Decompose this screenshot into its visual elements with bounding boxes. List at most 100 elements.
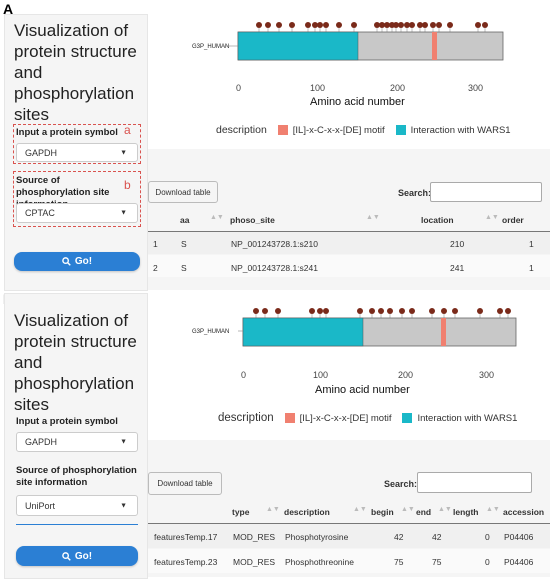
lollipop-marker [430,22,436,28]
x-tick-label: 200 [390,83,405,93]
cell-order: 1 [529,263,534,273]
legend-title-a: description [216,124,267,136]
search-icon [62,551,71,561]
source-value-a: CPTAC [25,208,55,218]
x-tick-label: 300 [468,83,483,93]
lollipops-b [253,308,511,318]
cell-type: MOD_RES [233,557,276,567]
column-header-description[interactable]: description [284,507,330,517]
lollipop-marker [256,22,262,28]
annotation-a: a [124,123,131,137]
table-header-divider-a [148,231,550,232]
lollipop-marker [369,308,375,314]
cell-accession: P04406 [504,532,534,542]
protein-name-b: G3P_HUMAN [192,329,229,335]
search-input-a[interactable] [430,182,542,202]
download-table-button-a[interactable]: Download table [148,181,218,203]
go-button-label-b: Go! [74,550,93,562]
lollipop-marker [404,22,410,28]
x-axis-title-b: Amino acid number [315,384,410,396]
panel-label-a: A [3,1,14,17]
lollipop-marker [378,308,384,314]
lollipop-marker [387,308,393,314]
sort-icon: ▲▼ [401,506,415,513]
column-header-aa[interactable]: aa [180,215,190,225]
search-input-b[interactable] [417,472,532,493]
table-row [148,549,550,573]
lollipop-marker [289,22,295,28]
protein-symbol-value-b: GAPDH [25,437,58,447]
lollipop-marker [477,308,483,314]
source-select-b[interactable]: UniPort ▼ [16,495,138,516]
divider-b [16,524,138,525]
cell-phoso-site: NP_001243728.1:s241 [231,263,318,273]
lollipop-marker [417,22,423,28]
legend-b: description [IL]-x-C-x-x-[DE] motif Inte… [218,412,517,424]
protein-symbol-label-b: Input a protein symbol [16,416,118,427]
sort-icon: ▲▼ [486,506,500,513]
source-label-b: Source of phosphorylation site informati… [16,465,137,488]
cell-location: 210 [450,239,465,249]
cell-aa: S [181,263,187,273]
protein-symbol-select-b[interactable]: GAPDH ▼ [16,432,138,452]
lollipop-marker [312,22,318,28]
legend-swatch-wars1 [402,413,413,423]
column-header-length[interactable]: length [453,507,479,517]
column-header-accession[interactable]: accession [503,507,545,517]
protein-symbol-select-a[interactable]: GAPDH ▼ [16,143,138,162]
column-header-type[interactable]: type [232,507,250,517]
x-tick-label: 300 [479,370,494,380]
lollipop-marker [305,22,311,28]
cell-begin: 75 [394,557,404,567]
lollipops-a [256,22,488,32]
chevron-down-icon: ▼ [120,438,127,446]
lollipop-marker [399,308,405,314]
lollipop-marker [429,308,435,314]
lollipop-marker [317,22,323,28]
cell-description: Phosphotyrosine [285,532,349,542]
cell-order: 1 [529,239,534,249]
cell-length: 0 [485,557,490,567]
lollipop-marker [436,22,442,28]
go-button-a[interactable]: Go! [14,252,140,271]
lollipop-marker [441,308,447,314]
lollipop-marker [409,22,415,28]
cell-type: MOD_RES [233,532,276,542]
row-index: 1 [153,239,158,249]
cell-aa: S [181,239,187,249]
sort-icon: ▲▼ [438,506,452,513]
lollipop-marker [475,22,481,28]
chevron-down-icon: ▼ [120,502,127,509]
wars1-domain-a [237,31,359,61]
table-header-divider-b [148,523,550,524]
lollipop-marker [374,22,380,28]
source-select-a[interactable]: CPTAC ▼ [16,203,138,223]
legend-item-motif: [IL]-x-C-x-x-[DE] motif [299,412,392,424]
column-header-phoso-site[interactable]: phoso_site [230,215,275,225]
lollipop-marker [398,22,404,28]
go-button-b[interactable]: Go! [16,546,138,566]
annotation-b: b [124,178,131,192]
lollipop-marker [275,308,281,314]
sort-icon: ▲▼ [485,214,499,221]
lollipop-marker [497,308,503,314]
legend-swatch-motif [277,125,288,135]
protein-symbol-label-a: Input a protein symbol [16,127,118,138]
column-header-location[interactable]: location [421,215,454,225]
x-tick-label: 200 [398,370,413,380]
column-header-begin[interactable]: begin [371,507,394,517]
table-row [148,524,550,548]
x-tick-label: 0 [236,83,241,93]
lollipop-marker [253,308,259,314]
column-header-end[interactable]: end [416,507,432,517]
x-tick-label: 100 [313,370,328,380]
lollipop-marker [336,22,342,28]
page-title-a: Visualization of protein structure and p… [14,21,137,124]
annotation-box-a [13,124,141,164]
cell-accession: P04406 [504,557,534,567]
download-table-button-b[interactable]: Download table [148,472,222,495]
column-header-order[interactable]: order [502,215,524,225]
lollipop-marker [262,308,268,314]
protein-name-a: G3P_HUMAN [192,44,229,50]
row-index: featuresTemp.23 [154,557,218,567]
